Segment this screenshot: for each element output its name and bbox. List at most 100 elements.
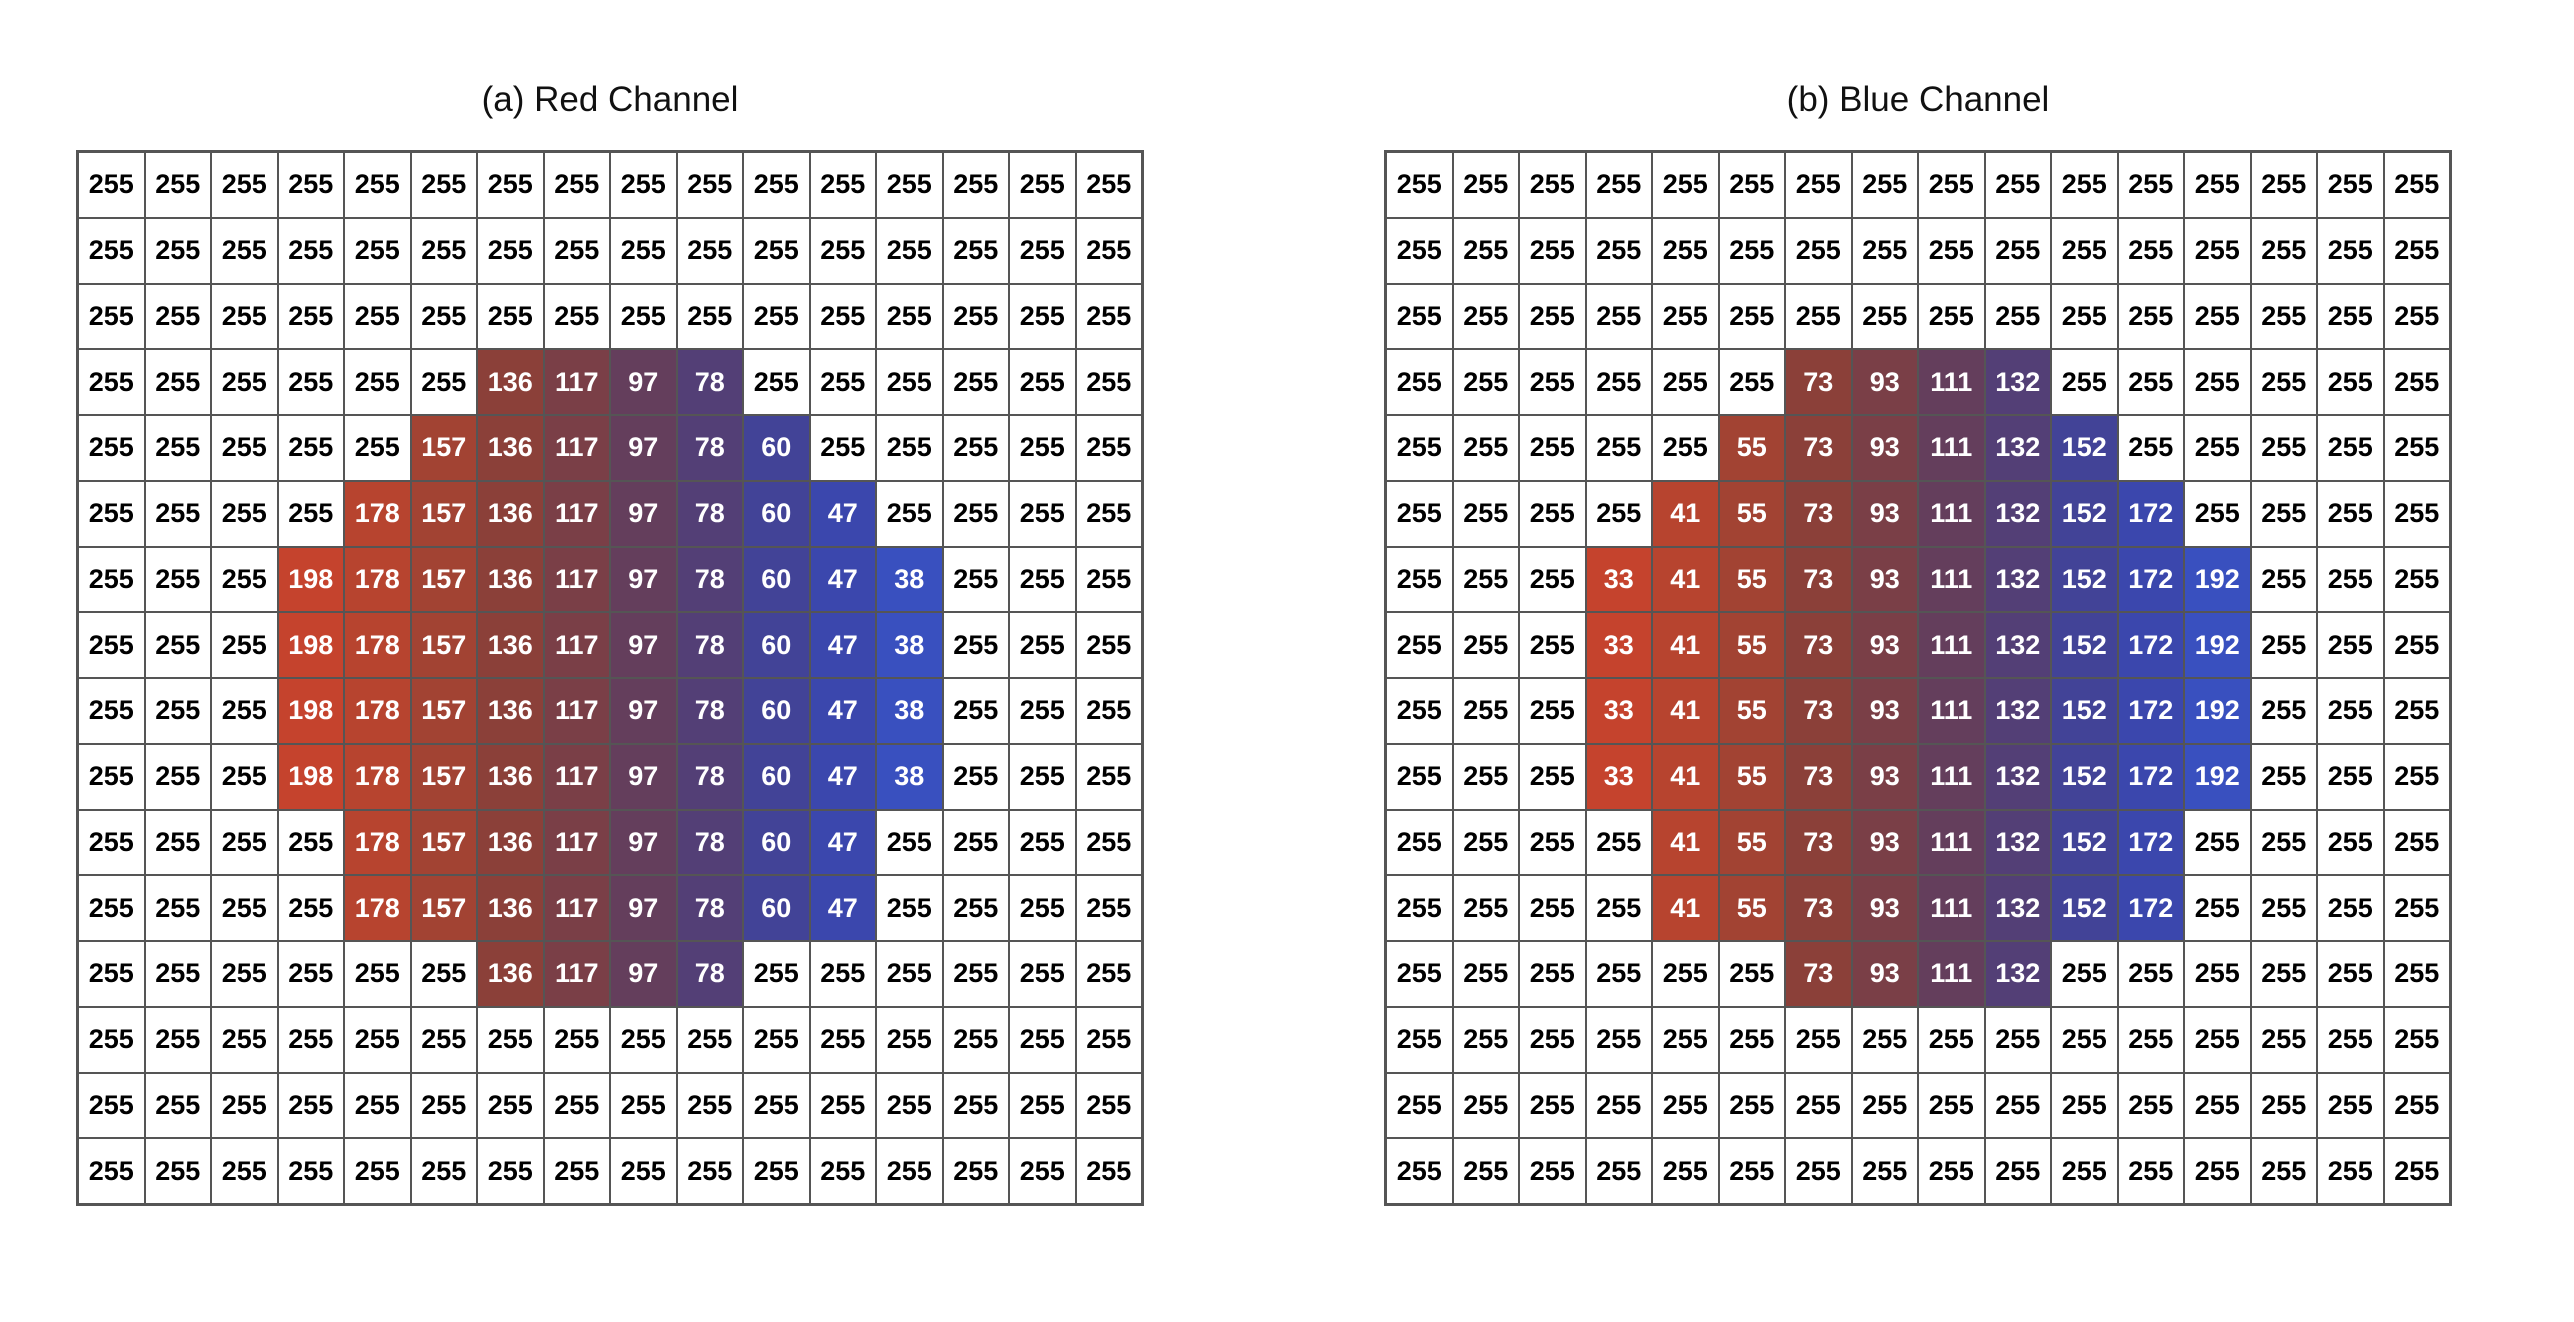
pixel-cell: 255: [1585, 349, 1652, 415]
pixel-cell: 255: [410, 941, 477, 1007]
pixel-cell: 255: [743, 941, 810, 1007]
pixel-cell: 255: [2317, 743, 2384, 810]
pixel-cell: 97: [610, 480, 677, 547]
pixel-cell: 198: [277, 612, 344, 678]
pixel-cell: 255: [410, 152, 477, 218]
pixel-cell: 152: [2051, 546, 2118, 613]
pixel-cell: 47: [809, 612, 876, 678]
pixel-cell: 255: [2383, 152, 2450, 218]
pixel-cell: 255: [1075, 349, 1142, 415]
pixel-cell: 255: [477, 152, 544, 218]
pixel-cell: 78: [676, 415, 743, 481]
pixel-cell: 192: [2184, 612, 2251, 678]
pixel-cell: 255: [2250, 743, 2317, 810]
pixel-cell: 255: [1386, 612, 1453, 678]
pixel-cell: 111: [1918, 875, 1985, 941]
pixel-cell: 255: [2317, 875, 2384, 941]
pixel-cell: 78: [676, 743, 743, 810]
pixel-cell: 33: [1585, 546, 1652, 613]
pixel-cell: 255: [1984, 152, 2051, 218]
pixel-cell: 255: [2383, 480, 2450, 547]
pixel-cell: 255: [1009, 480, 1076, 547]
pixel-cell: 117: [543, 415, 610, 481]
pixel-cell: 255: [1009, 152, 1076, 218]
pixel-cell: 255: [1075, 217, 1142, 284]
pixel-cell: 255: [144, 809, 211, 876]
pixel-cell: 255: [1009, 809, 1076, 876]
pixel-cell: 255: [1386, 283, 1453, 350]
pixel-cell: 255: [344, 1072, 411, 1139]
pixel-cell: 255: [1519, 743, 1586, 810]
pixel-cell: 255: [1718, 1006, 1785, 1073]
pixel-cell: 178: [344, 809, 411, 876]
pixel-cell: 93: [1851, 612, 1918, 678]
pixel-cell: 255: [2317, 612, 2384, 678]
pixel-cell: 255: [876, 415, 943, 481]
pixel-cell: 255: [211, 349, 278, 415]
pixel-cell: 157: [410, 546, 477, 613]
pixel-cell: 73: [1785, 349, 1852, 415]
pixel-cell: 255: [676, 152, 743, 218]
pixel-cell: 255: [1009, 1006, 1076, 1073]
pixel-cell: 255: [2250, 809, 2317, 876]
pixel-cell: 255: [809, 1072, 876, 1139]
pixel-cell: 255: [2317, 217, 2384, 284]
pixel-cell: 255: [1386, 1138, 1453, 1204]
pixel-cell: 255: [277, 809, 344, 876]
pixel-cell: 255: [1585, 283, 1652, 350]
pixel-cell: 255: [1519, 875, 1586, 941]
pixel-cell: 255: [2383, 1072, 2450, 1139]
pixel-cell: 255: [743, 1072, 810, 1139]
pixel-cell: 255: [1452, 1072, 1519, 1139]
pixel-cell: 255: [1585, 415, 1652, 481]
pixel-cell: 255: [1452, 1006, 1519, 1073]
pixel-cell: 198: [277, 546, 344, 613]
pixel-cell: 117: [543, 612, 610, 678]
pixel-cell: 255: [1386, 875, 1453, 941]
pixel-cell: 255: [942, 678, 1009, 744]
pixel-cell: 255: [2117, 349, 2184, 415]
pixel-cell: 255: [1452, 415, 1519, 481]
pixel-cell: 255: [2383, 941, 2450, 1007]
pixel-cell: 78: [676, 809, 743, 876]
pixel-cell: 172: [2117, 875, 2184, 941]
pixel-cell: 255: [876, 875, 943, 941]
pixel-cell: 255: [1009, 941, 1076, 1007]
pixel-cell: 111: [1918, 678, 1985, 744]
pixel-cell: 41: [1652, 480, 1719, 547]
pixel-cell: 78: [676, 546, 743, 613]
pixel-cell: 255: [676, 217, 743, 284]
pixel-cell: 255: [2051, 1006, 2118, 1073]
pixel-cell: 255: [2317, 349, 2384, 415]
pixel-cell: 255: [1519, 678, 1586, 744]
pixel-cell: 111: [1918, 415, 1985, 481]
pixel-cell: 255: [543, 217, 610, 284]
pixel-cell: 78: [676, 941, 743, 1007]
pixel-cell: 255: [211, 809, 278, 876]
pixel-cell: 255: [211, 875, 278, 941]
red-channel-grid: 255 255 255 255 255 255 255 255 255 255 255 255 255 2…: [76, 150, 1144, 1206]
pixel-cell: 47: [809, 875, 876, 941]
pixel-cell: 93: [1851, 415, 1918, 481]
pixel-cell: 255: [78, 349, 145, 415]
pixel-cell: 255: [1785, 1072, 1852, 1139]
pixel-cell: 255: [1519, 152, 1586, 218]
pixel-cell: 255: [78, 152, 145, 218]
pixel-cell: 255: [277, 1138, 344, 1204]
pixel-cell: 41: [1652, 546, 1719, 613]
pixel-cell: 172: [2117, 678, 2184, 744]
pixel-cell: 172: [2117, 743, 2184, 810]
pixel-cell: 60: [743, 546, 810, 613]
pixel-cell: 255: [1585, 1006, 1652, 1073]
pixel-cell: 255: [211, 1138, 278, 1204]
pixel-cell: 255: [211, 678, 278, 744]
pixel-cell: 192: [2184, 743, 2251, 810]
pixel-cell: 255: [2250, 678, 2317, 744]
pixel-cell: 255: [942, 809, 1009, 876]
pixel-cell: 255: [1386, 678, 1453, 744]
pixel-cell: 55: [1718, 612, 1785, 678]
pixel-cell: 255: [277, 1072, 344, 1139]
pixel-cell: 255: [2184, 1006, 2251, 1073]
pixel-cell: 157: [410, 612, 477, 678]
pixel-cell: 255: [2184, 875, 2251, 941]
